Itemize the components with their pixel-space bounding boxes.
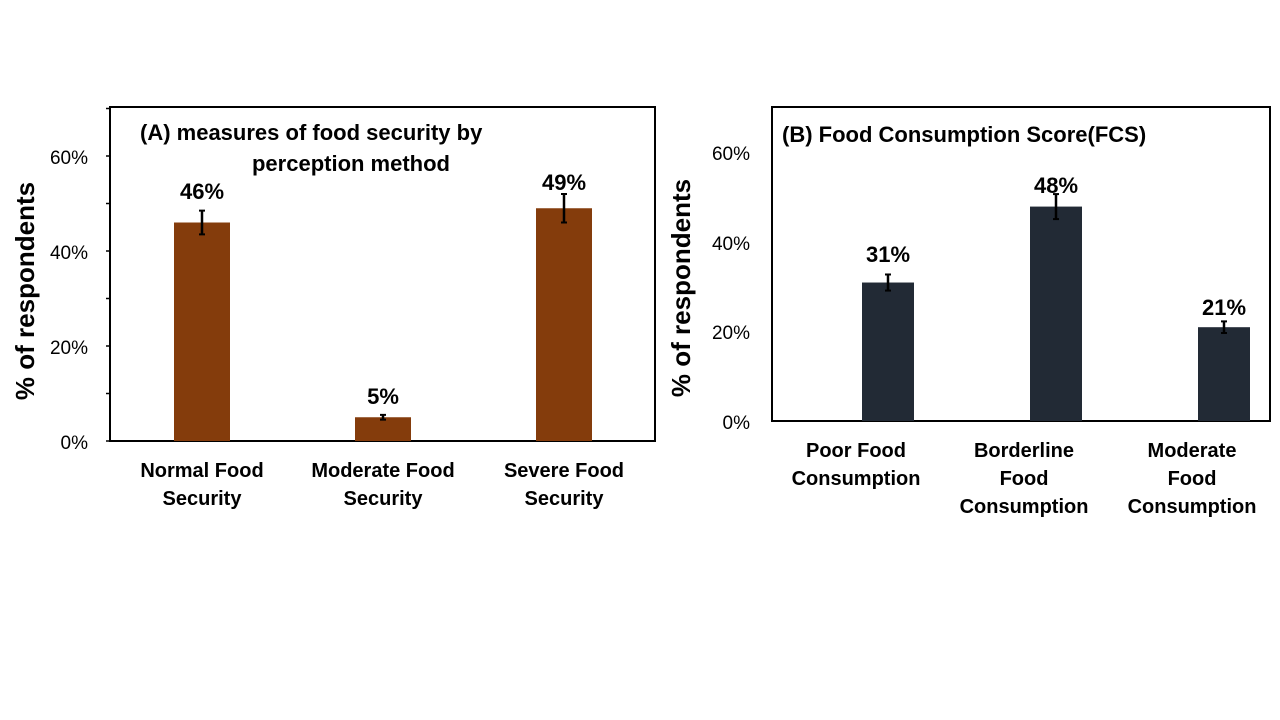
chart-a-bar-normal (174, 222, 230, 441)
chart-b-error-bars (885, 193, 1227, 335)
chart-b-category-poor-line1: Poor Food (806, 440, 906, 462)
chart-b-data-label-poor: 31% (866, 242, 910, 267)
chart-a-category-normal-line2: Security (163, 488, 243, 510)
chart-a-title-line2: perception method (252, 151, 450, 176)
chart-b-category-poor-line2: Consumption (792, 468, 921, 490)
chart-a: (A) measures of food security by percept… (10, 106, 656, 510)
chart-b-category-borderline-line1: Borderline (974, 440, 1074, 462)
chart-b-ytick-20: 20% (712, 323, 750, 344)
chart-a-category-moderate-line1: Moderate Food (311, 460, 454, 482)
chart-a-category-severe-line2: Security (525, 488, 605, 510)
chart-b-title: (B) Food Consumption Score(FCS) (782, 122, 1146, 147)
chart-b-ytick-40: 40% (712, 234, 750, 255)
chart-a-ytick-0: 0% (61, 433, 89, 454)
chart-a-data-label-severe: 49% (542, 170, 586, 195)
chart-a-y-ticks (106, 107, 110, 442)
chart-b-data-label-borderline: 48% (1034, 173, 1078, 198)
chart-a-error-bars (199, 193, 567, 421)
chart-b-category-moderate-line3: Consumption (1128, 496, 1257, 518)
chart-b: (B) Food Consumption Score(FCS) % of res… (666, 106, 1271, 518)
chart-a-ylabel: % of respondents (10, 182, 40, 400)
chart-b-category-borderline-line3: Consumption (960, 496, 1089, 518)
chart-b-category-borderline-line2: Food (1000, 468, 1049, 490)
chart-b-frame (771, 106, 1271, 422)
chart-a-category-severe-line1: Severe Food (504, 460, 624, 482)
chart-a-data-label-normal: 46% (180, 179, 224, 204)
chart-a-bar-moderate (355, 417, 411, 441)
chart-a-bars (174, 208, 592, 441)
chart-b-bar-borderline (1030, 206, 1082, 421)
chart-b-bar-moderate (1198, 327, 1250, 421)
chart-b-category-moderate-line1: Moderate (1148, 440, 1237, 462)
chart-b-ytick-60: 60% (712, 144, 750, 165)
chart-a-title-line1: (A) measures of food security by (140, 120, 483, 145)
chart-b-bars (862, 206, 1250, 421)
chart-a-ytick-60: 60% (50, 148, 88, 169)
chart-a-category-normal-line1: Normal Food (140, 460, 263, 482)
chart-a-ytick-20: 20% (50, 338, 88, 359)
chart-a-data-label-moderate: 5% (367, 384, 399, 409)
chart-a-ytick-40: 40% (50, 243, 88, 264)
chart-b-data-label-moderate: 21% (1202, 295, 1246, 320)
chart-a-category-moderate-line2: Security (344, 488, 424, 510)
chart-b-ytick-0: 0% (723, 413, 751, 434)
chart-a-bar-severe (536, 208, 592, 441)
chart-b-category-moderate-line2: Food (1168, 468, 1217, 490)
chart-b-bar-poor (862, 282, 914, 421)
chart-b-ylabel: % of respondents (666, 179, 696, 397)
